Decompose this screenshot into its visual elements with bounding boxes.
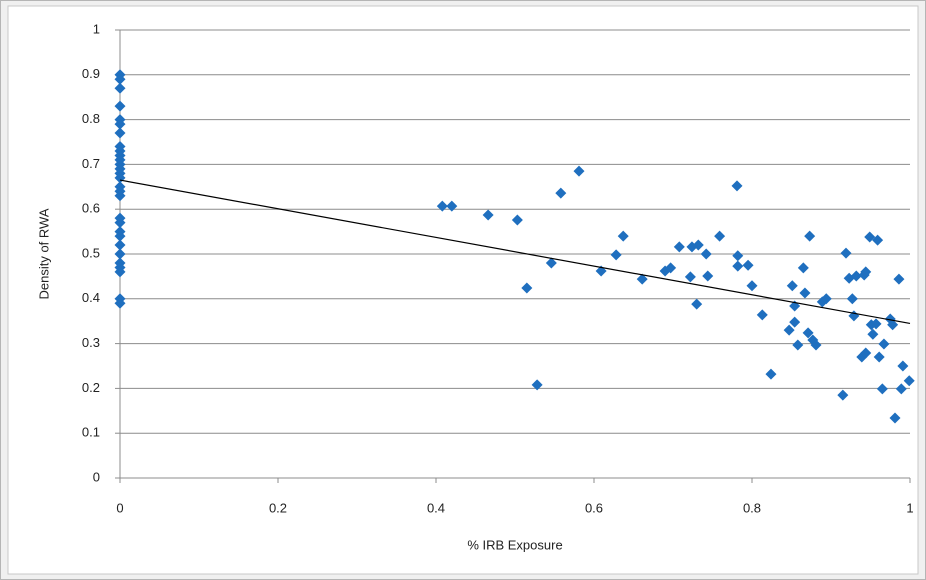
- y-axis-title: Density of RWA: [36, 208, 51, 299]
- data-point: [545, 257, 557, 269]
- x-tick-label: 0.6: [585, 500, 603, 515]
- data-point: [895, 383, 907, 395]
- data-point: [742, 259, 754, 271]
- chart-area: [7, 5, 919, 575]
- y-tick-label: 0.8: [82, 111, 100, 126]
- data-point: [903, 375, 915, 387]
- data-point: [114, 217, 126, 229]
- data-point: [897, 360, 909, 372]
- data-point: [820, 293, 832, 305]
- x-tick-label: 0: [116, 500, 123, 515]
- data-point: [114, 248, 126, 260]
- data-point: [114, 127, 126, 139]
- data-point: [846, 293, 858, 305]
- data-point: [673, 241, 685, 253]
- y-tick-label: 0.6: [82, 201, 100, 216]
- data-point: [482, 209, 494, 221]
- x-tick-label: 0.8: [743, 500, 761, 515]
- y-tick-label: 1: [93, 21, 100, 36]
- data-point: [876, 383, 888, 395]
- data-point: [665, 262, 677, 274]
- data-point: [873, 351, 885, 363]
- trend-line: [119, 179, 911, 325]
- data-point: [714, 230, 726, 242]
- data-point: [870, 318, 882, 330]
- data-point: [797, 262, 809, 274]
- data-point: [802, 327, 814, 339]
- data-point: [731, 180, 743, 192]
- x-tick-label: 0.4: [427, 500, 445, 515]
- data-point: [872, 234, 884, 246]
- data-point: [531, 379, 543, 391]
- y-tick-label: 0.3: [82, 335, 100, 350]
- data-point: [521, 282, 533, 294]
- data-point: [746, 280, 758, 292]
- data-point: [860, 266, 872, 278]
- data-point: [114, 100, 126, 112]
- data-point: [684, 271, 696, 283]
- data-point: [889, 412, 901, 424]
- data-point: [114, 190, 126, 202]
- data-point: [878, 338, 890, 350]
- data-point: [436, 200, 448, 212]
- y-tick-label: 0.7: [82, 156, 100, 171]
- data-point: [837, 389, 849, 401]
- data-point: [860, 347, 872, 359]
- data-point: [114, 118, 126, 130]
- data-point: [691, 298, 703, 310]
- data-point: [114, 230, 126, 242]
- data-point: [792, 339, 804, 351]
- data-point: [840, 247, 852, 259]
- data-point: [799, 287, 811, 299]
- data-point: [617, 230, 629, 242]
- x-tick-label: 0.2: [269, 500, 287, 515]
- data-point: [786, 280, 798, 292]
- data-point: [114, 82, 126, 94]
- data-point: [850, 270, 862, 282]
- y-tick-label: 0.9: [82, 66, 100, 81]
- y-tick-label: 0.5: [82, 245, 100, 260]
- data-point: [702, 270, 714, 282]
- data-point: [573, 165, 585, 177]
- data-point: [732, 250, 744, 262]
- x-tick-label: 1: [906, 500, 913, 515]
- data-point: [783, 324, 795, 336]
- data-point: [692, 239, 704, 251]
- data-point: [114, 239, 126, 251]
- data-point: [804, 230, 816, 242]
- y-tick-label: 0.4: [82, 290, 100, 305]
- data-point: [789, 316, 801, 328]
- data-point: [867, 328, 879, 340]
- data-point: [610, 249, 622, 261]
- data-point: [864, 231, 876, 243]
- data-point: [636, 273, 648, 285]
- data-point: [887, 319, 899, 331]
- data-point: [446, 200, 458, 212]
- data-point: [700, 248, 712, 260]
- y-tick-label: 0.2: [82, 380, 100, 395]
- data-point: [511, 214, 523, 226]
- data-point: [114, 73, 126, 85]
- data-point: [732, 260, 744, 272]
- data-point: [114, 297, 126, 309]
- y-tick-label: 0.1: [82, 425, 100, 440]
- data-point: [765, 368, 777, 380]
- data-point: [114, 266, 126, 278]
- y-tick-label: 0: [93, 469, 100, 484]
- data-point: [810, 339, 822, 351]
- data-point: [756, 309, 768, 321]
- data-point: [893, 273, 905, 285]
- data-point: [555, 187, 567, 199]
- x-axis-title: % IRB Exposure: [467, 537, 562, 552]
